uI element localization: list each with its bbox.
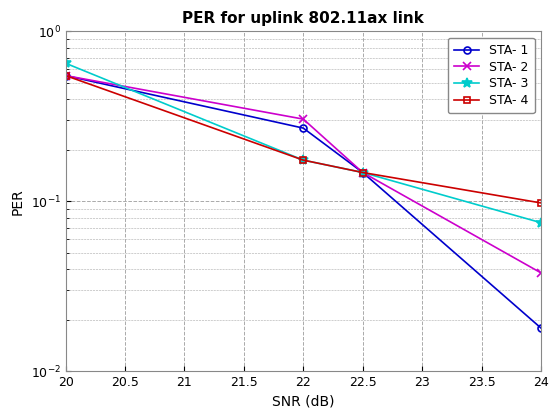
STA- 1	[360, 170, 366, 175]
STA- 2	[360, 170, 366, 175]
STA- 4	[300, 158, 307, 163]
Legend: STA- 1, STA- 2, STA- 3, STA- 4: STA- 1, STA- 2, STA- 3, STA- 4	[448, 38, 535, 113]
Line: STA- 4: STA- 4	[62, 72, 544, 206]
STA- 3	[360, 170, 366, 175]
Title: PER for uplink 802.11ax link: PER for uplink 802.11ax link	[183, 11, 424, 26]
STA- 3	[300, 158, 307, 163]
STA- 2	[538, 270, 544, 276]
STA- 2	[300, 117, 307, 122]
Line: STA- 1: STA- 1	[62, 72, 544, 331]
STA- 3	[62, 61, 69, 66]
STA- 4	[538, 200, 544, 205]
STA- 3	[538, 220, 544, 225]
STA- 1	[538, 326, 544, 331]
STA- 4	[360, 170, 366, 175]
X-axis label: SNR (dB): SNR (dB)	[272, 395, 334, 409]
STA- 4	[62, 73, 69, 78]
Line: STA- 2: STA- 2	[62, 71, 545, 277]
Line: STA- 3: STA- 3	[61, 58, 546, 228]
Y-axis label: PER: PER	[11, 188, 25, 215]
STA- 2	[62, 73, 69, 78]
STA- 1	[62, 73, 69, 78]
STA- 1	[300, 126, 307, 131]
